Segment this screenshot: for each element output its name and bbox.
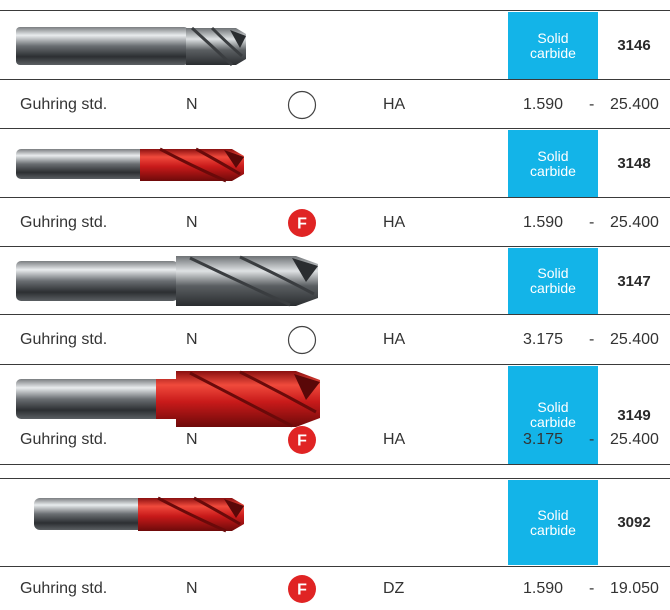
diameter-max: 25.400	[610, 214, 659, 231]
material-badge: Solid carbide	[508, 12, 598, 79]
shank-type-label: HA	[383, 331, 406, 348]
material-label-line1: Solid	[537, 506, 569, 523]
tool-type-label: N	[186, 580, 198, 597]
product-image-row	[0, 480, 670, 545]
product-image-row	[0, 366, 670, 431]
fire-coating-icon: F	[288, 209, 316, 237]
material-label-line1: Solid	[537, 147, 569, 164]
row-divider	[0, 566, 670, 567]
article-number: 3148	[617, 155, 651, 172]
fire-coated-long-end-mill-image	[16, 370, 320, 428]
fire-coating-icon: F	[288, 575, 316, 603]
material-label-line2: carbide	[530, 162, 576, 179]
tool-type-label: N	[186, 214, 198, 231]
coating-letter: F	[297, 582, 307, 599]
shank-type-label: DZ	[383, 580, 405, 597]
article-number: 3149	[617, 406, 651, 424]
range-dash: -	[589, 331, 595, 348]
range-dash: -	[589, 96, 595, 113]
standard-label: Guhring std.	[20, 431, 108, 448]
range-dash: -	[589, 431, 595, 448]
range-dash: -	[589, 214, 595, 231]
diameter-min: 3.175	[523, 431, 564, 448]
material-badge: Solid carbide	[508, 248, 598, 314]
fire-coated-stub-end-mill-image	[34, 496, 244, 533]
diameter-max: 25.400	[610, 96, 659, 113]
material-label-line1: Solid	[537, 29, 569, 46]
material-badge: Solid carbide	[508, 130, 598, 197]
diameter-min: 1.590	[523, 96, 564, 113]
standard-label: Guhring std.	[20, 580, 108, 597]
material-label-line2: carbide	[530, 280, 576, 296]
no-coating-circle-icon	[287, 325, 317, 355]
standard-label: Guhring std.	[20, 331, 108, 348]
shank-type-label: HA	[383, 214, 406, 231]
row-divider	[0, 10, 670, 11]
row-divider	[0, 128, 670, 129]
row-divider	[0, 364, 670, 365]
fire-coated-end-mill-image	[16, 147, 244, 183]
diameter-max: 25.400	[610, 431, 659, 448]
range-dash: -	[589, 580, 595, 597]
material-badge: Solid carbide	[508, 480, 598, 565]
row-divider	[0, 478, 670, 479]
row-divider	[0, 246, 670, 247]
row-divider	[0, 79, 670, 80]
tool-type-label: N	[186, 431, 198, 448]
fire-coating-icon: F	[288, 426, 316, 454]
tool-type-label: N	[186, 96, 198, 113]
article-number: 3092	[617, 514, 651, 531]
material-label-line1: Solid	[537, 399, 569, 415]
standard-label: Guhring std.	[20, 214, 108, 231]
product-image-row	[0, 12, 670, 77]
no-coating-circle-icon	[287, 90, 317, 120]
shank-type-label: HA	[383, 96, 406, 113]
material-label-line1: Solid	[537, 265, 569, 281]
material-label-line2: carbide	[530, 414, 576, 430]
product-data-row: Guhring std. N HA 1.590 - 25.400	[0, 80, 670, 130]
diameter-min: 1.590	[523, 214, 564, 231]
diameter-max: 19.050	[610, 580, 659, 597]
coating-letter: F	[297, 216, 307, 233]
article-number: 3147	[617, 272, 651, 290]
standard-label: Guhring std.	[20, 96, 108, 113]
row-divider	[0, 464, 670, 465]
uncoated-end-mill-image	[16, 26, 246, 67]
product-data-row: Guhring std. N HA 3.175 - 25.400	[0, 315, 670, 365]
material-label-line2: carbide	[530, 44, 576, 61]
product-image-row	[0, 248, 670, 313]
material-badge: Solid carbide	[508, 366, 598, 464]
product-image-row	[0, 130, 670, 195]
product-data-row: Guhring std. N F DZ 1.590 - 19.050	[0, 567, 670, 610]
diameter-min: 3.175	[523, 331, 564, 348]
shank-type-label: HA	[383, 431, 406, 448]
tool-type-label: N	[186, 331, 198, 348]
row-divider	[0, 197, 670, 198]
diameter-min: 1.590	[523, 580, 564, 597]
article-number: 3146	[617, 37, 651, 54]
product-data-row: Guhring std. N F HA 3.175 - 25.400	[0, 415, 670, 465]
diameter-max: 25.400	[610, 331, 659, 348]
product-data-row: Guhring std. N F HA 1.590 - 25.400	[0, 198, 670, 248]
coating-letter: F	[297, 433, 307, 450]
material-label-line2: carbide	[530, 521, 576, 538]
uncoated-long-end-mill-image	[16, 255, 318, 307]
row-divider	[0, 314, 670, 315]
